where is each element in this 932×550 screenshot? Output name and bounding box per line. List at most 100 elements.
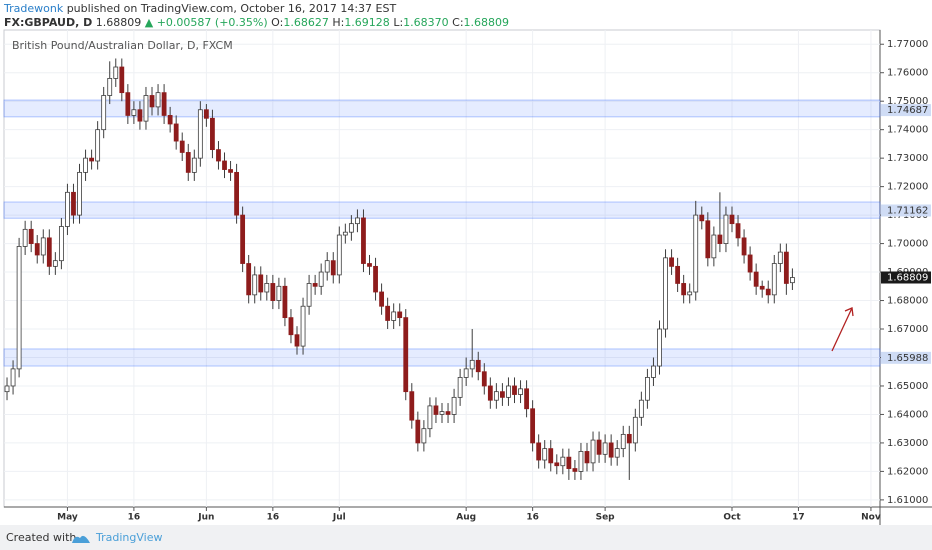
candle-body xyxy=(137,109,143,122)
candle-body xyxy=(500,391,505,398)
candle-body xyxy=(58,226,64,262)
candle-body xyxy=(469,359,475,370)
candle-body xyxy=(512,385,517,395)
candle-body xyxy=(572,468,578,472)
zone-label-box xyxy=(881,104,931,117)
ohlc: O:1.68627 H:1.69128 L:1.68370 C:1.68809 xyxy=(271,16,509,29)
candle-body xyxy=(620,433,626,450)
candle-body xyxy=(191,157,197,173)
footer-brand[interactable]: TradingView xyxy=(96,531,163,544)
candle-body xyxy=(83,157,88,173)
candle-body xyxy=(95,129,101,162)
x-tick-label: 16 xyxy=(526,513,539,523)
ohlc-value: 1.68627 xyxy=(283,16,329,29)
candle-body xyxy=(203,109,209,119)
candle-body xyxy=(355,217,360,225)
candle-body xyxy=(626,433,632,444)
candle-body xyxy=(379,291,384,307)
candle-body xyxy=(415,419,421,444)
candle-body xyxy=(542,448,548,461)
candle-body xyxy=(705,220,711,259)
candle-body xyxy=(22,228,28,247)
candle-body xyxy=(566,456,572,469)
chart: 1.610001.620001.630001.640001.650001.660… xyxy=(3,29,932,525)
candle-body xyxy=(348,223,354,233)
candle-body xyxy=(306,283,312,307)
y-tick-label: 1.75000 xyxy=(887,96,928,107)
zones xyxy=(3,99,881,367)
x-tick-label: May xyxy=(57,513,78,523)
y-tick-label: 1.73000 xyxy=(887,153,928,164)
candle-body xyxy=(216,149,221,162)
candle-body xyxy=(77,171,82,216)
candle-body xyxy=(361,217,366,264)
zone xyxy=(3,348,881,367)
candle-body xyxy=(107,78,113,96)
x-tick-label: Oct xyxy=(723,513,741,523)
candle-body xyxy=(651,365,656,378)
author[interactable]: Tradewonk xyxy=(4,2,64,15)
candle-body xyxy=(663,257,668,330)
x-tick-label: Nov xyxy=(861,513,881,523)
candle-body xyxy=(234,171,239,216)
candle-body xyxy=(240,214,246,264)
header: Tradewonk published on TradingView.com, … xyxy=(4,2,509,30)
published: published on TradingView.com, October 16… xyxy=(66,2,397,15)
candle-body xyxy=(632,416,638,444)
logo xyxy=(72,535,90,543)
candle-body xyxy=(608,442,614,458)
zone-label-box xyxy=(881,351,931,364)
candle-body xyxy=(638,399,644,418)
candle-body xyxy=(669,257,674,267)
candle-body xyxy=(578,451,584,472)
candle-body xyxy=(16,246,22,370)
candle-body xyxy=(506,385,511,398)
x-tick-label: 17 xyxy=(792,513,805,523)
candle-body xyxy=(125,92,131,116)
candle-body xyxy=(397,311,403,319)
candle-body xyxy=(167,115,173,125)
candle-body xyxy=(439,411,445,415)
candle-body xyxy=(427,405,433,430)
candle-body xyxy=(52,260,58,267)
candle-body xyxy=(584,451,590,464)
zone xyxy=(3,201,881,219)
candle-body xyxy=(524,388,529,410)
candle-body xyxy=(602,442,608,455)
y-tick-label: 1.70000 xyxy=(887,239,928,250)
candle-body xyxy=(40,237,46,256)
candle-body xyxy=(590,439,596,464)
candle-body xyxy=(101,95,107,131)
arrow xyxy=(831,307,854,352)
zone-label: 1.71162 xyxy=(887,205,928,216)
candle-body xyxy=(487,385,493,401)
chart-title: British Pound/Australian Dollar, D, FXCM xyxy=(12,39,233,52)
ohlc-label: C: xyxy=(452,16,464,29)
ohlc-value: 1.68370 xyxy=(403,16,449,29)
candle-body xyxy=(596,439,602,455)
candle-body xyxy=(210,117,215,151)
candle-body xyxy=(717,234,723,244)
candle-body xyxy=(113,66,119,79)
candle-body xyxy=(741,237,747,256)
ohlc-label: H: xyxy=(332,16,345,29)
y-tick-label: 1.61000 xyxy=(887,495,928,506)
candle-body xyxy=(409,391,415,421)
candle-body xyxy=(252,274,258,296)
x-tick-label: Sep xyxy=(596,513,616,523)
last-price-label: 1.68809 xyxy=(887,272,928,283)
candle-body xyxy=(554,462,560,467)
candle-body xyxy=(518,388,523,395)
candle-body xyxy=(367,263,372,267)
candle-body xyxy=(173,123,179,142)
candle-body xyxy=(373,265,378,293)
candle-body xyxy=(149,95,155,108)
candle-body xyxy=(783,251,789,284)
candle-body xyxy=(433,405,439,415)
candle-body xyxy=(46,237,52,267)
last-price-box xyxy=(881,271,931,284)
candles xyxy=(4,58,795,480)
candle-body xyxy=(759,285,765,290)
candle-body xyxy=(10,368,16,387)
candle-body xyxy=(131,109,137,116)
